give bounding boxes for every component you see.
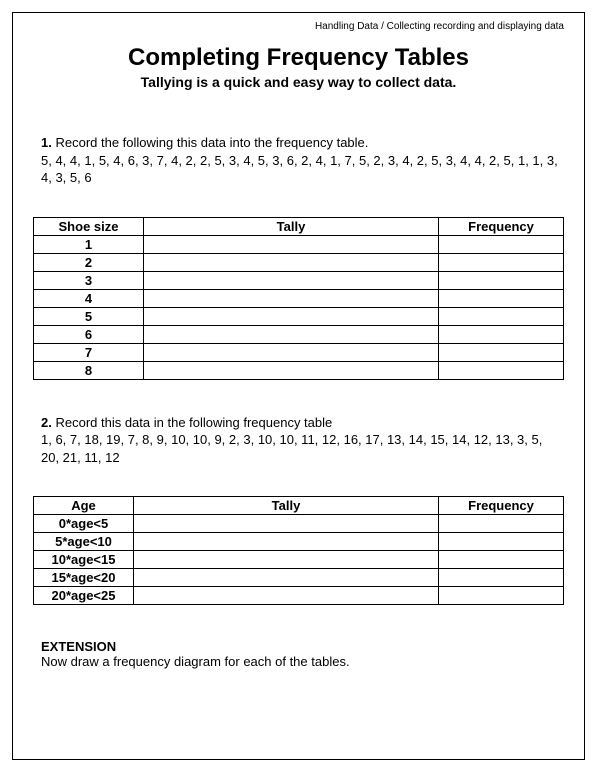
- t1-header-frequency: Frequency: [439, 217, 564, 235]
- t1-r2-freq: [439, 253, 564, 271]
- t1-r7-freq: [439, 343, 564, 361]
- question-1: 1. Record the following this data into t…: [41, 134, 564, 187]
- t1-r7-tally: [144, 343, 439, 361]
- frequency-table-1: Shoe size Tally Frequency 1 2 3 4 5 6 7 …: [33, 217, 564, 380]
- t2-header-tally: Tally: [134, 497, 439, 515]
- t2-r4: 15*age<20: [34, 569, 134, 587]
- q2-data: 1, 6, 7, 18, 19, 7, 8, 9, 10, 10, 9, 2, …: [41, 432, 542, 465]
- t1-r6-tally: [144, 325, 439, 343]
- t2-r2-tally: [134, 533, 439, 551]
- table-row: 7: [34, 343, 564, 361]
- t1-r2-tally: [144, 253, 439, 271]
- t1-r5-tally: [144, 307, 439, 325]
- t1-r1-freq: [439, 235, 564, 253]
- page-title: Completing Frequency Tables: [33, 44, 564, 72]
- table-row: 4: [34, 289, 564, 307]
- breadcrumb: Handling Data / Collecting recording and…: [33, 21, 564, 32]
- table-row: 0*age<5: [34, 515, 564, 533]
- t1-r3-freq: [439, 271, 564, 289]
- t1-r6: 6: [34, 325, 144, 343]
- table-row: 10*age<15: [34, 551, 564, 569]
- t1-r4: 4: [34, 289, 144, 307]
- t2-r3: 10*age<15: [34, 551, 134, 569]
- t2-r3-tally: [134, 551, 439, 569]
- t1-r3: 3: [34, 271, 144, 289]
- t2-r1: 0*age<5: [34, 515, 134, 533]
- t1-r5: 5: [34, 307, 144, 325]
- t2-r5: 20*age<25: [34, 587, 134, 605]
- t2-r2-freq: [439, 533, 564, 551]
- t1-r3-tally: [144, 271, 439, 289]
- extension-text: Now draw a frequency diagram for each of…: [41, 654, 564, 669]
- t1-r6-freq: [439, 325, 564, 343]
- table-row: 5*age<10: [34, 533, 564, 551]
- table-row: 2: [34, 253, 564, 271]
- q2-number: 2.: [41, 415, 52, 430]
- t2-header-frequency: Frequency: [439, 497, 564, 515]
- t1-r8-tally: [144, 361, 439, 379]
- t2-r1-tally: [134, 515, 439, 533]
- t2-r4-tally: [134, 569, 439, 587]
- table-header-row: Shoe size Tally Frequency: [34, 217, 564, 235]
- q1-data: 5, 4, 4, 1, 5, 4, 6, 3, 7, 4, 2, 2, 5, 3…: [41, 153, 558, 186]
- table-row: 1: [34, 235, 564, 253]
- t2-header-age: Age: [34, 497, 134, 515]
- table-row: 5: [34, 307, 564, 325]
- extension-heading: EXTENSION: [41, 639, 564, 654]
- table-row: 3: [34, 271, 564, 289]
- table-header-row: Age Tally Frequency: [34, 497, 564, 515]
- t1-r1-tally: [144, 235, 439, 253]
- t1-header-shoesize: Shoe size: [34, 217, 144, 235]
- t2-r5-tally: [134, 587, 439, 605]
- t2-r5-freq: [439, 587, 564, 605]
- t1-r8: 8: [34, 361, 144, 379]
- t2-r4-freq: [439, 569, 564, 587]
- t2-r1-freq: [439, 515, 564, 533]
- t1-r2: 2: [34, 253, 144, 271]
- t1-r5-freq: [439, 307, 564, 325]
- q1-number: 1.: [41, 135, 52, 150]
- question-2: 2. Record this data in the following fre…: [41, 414, 564, 467]
- t1-r4-tally: [144, 289, 439, 307]
- table-row: 15*age<20: [34, 569, 564, 587]
- q2-prompt: Record this data in the following freque…: [55, 415, 332, 430]
- table-row: 8: [34, 361, 564, 379]
- t1-r8-freq: [439, 361, 564, 379]
- table-row: 6: [34, 325, 564, 343]
- t1-r4-freq: [439, 289, 564, 307]
- t1-r7: 7: [34, 343, 144, 361]
- table-row: 20*age<25: [34, 587, 564, 605]
- frequency-table-2: Age Tally Frequency 0*age<5 5*age<10 10*…: [33, 496, 564, 605]
- t1-header-tally: Tally: [144, 217, 439, 235]
- t2-r3-freq: [439, 551, 564, 569]
- q1-prompt: Record the following this data into the …: [55, 135, 368, 150]
- t1-r1: 1: [34, 235, 144, 253]
- worksheet-page: Handling Data / Collecting recording and…: [12, 12, 585, 760]
- page-subtitle: Tallying is a quick and easy way to coll…: [33, 74, 564, 90]
- t2-r2: 5*age<10: [34, 533, 134, 551]
